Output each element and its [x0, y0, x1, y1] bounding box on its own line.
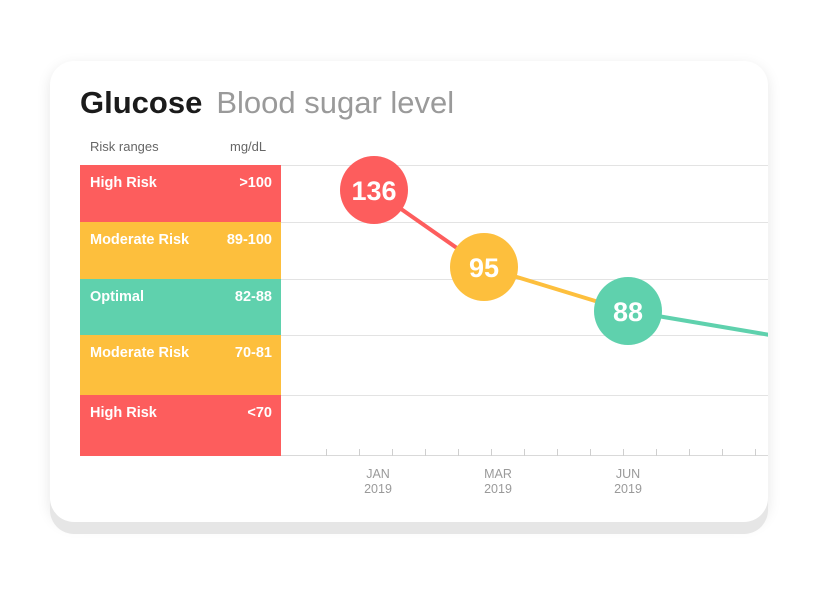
risk-band-row: Optimal 82-88	[80, 279, 281, 335]
data-point-marker	[594, 277, 662, 345]
data-point-label: 95	[469, 253, 499, 283]
x-tick-label-month: JUN	[616, 467, 640, 481]
data-point-marker	[340, 156, 408, 224]
x-tick-label-year: 2019	[614, 482, 642, 496]
glucose-card: Glucose Blood sugar level Risk ranges mg/…	[50, 61, 768, 522]
risk-band-range: >100	[239, 175, 272, 191]
risk-band-row: Moderate Risk 89-100	[80, 222, 281, 279]
x-tick-label-year: 2019	[484, 482, 512, 496]
card-title: Glucose Blood sugar level	[80, 85, 454, 121]
risk-band-label: Moderate Risk	[90, 345, 190, 361]
risk-band-row: High Risk <70	[80, 395, 281, 456]
risk-band-range: <70	[247, 405, 272, 421]
risk-band-label: High Risk	[90, 175, 157, 191]
risk-ranges-header: Risk ranges	[90, 139, 159, 154]
chart-subtitle: Blood sugar level	[216, 85, 455, 120]
risk-band-range: 70-81	[234, 345, 272, 361]
risk-band-label: Optimal	[90, 289, 144, 305]
data-point-label: 136	[351, 176, 396, 206]
risk-band-range: 89-100	[226, 232, 272, 248]
risk-band-label: High Risk	[90, 405, 157, 421]
data-point-label: 88	[613, 297, 643, 327]
x-tick-label-year: 2019	[364, 482, 392, 496]
x-tick-label-month: MAR	[484, 467, 512, 481]
x-tick-label-month: JAN	[366, 467, 390, 481]
risk-band-range: 82-88	[234, 289, 272, 305]
data-point-marker	[450, 233, 518, 301]
risk-band-row: Moderate Risk 70-81	[80, 335, 281, 395]
unit-header: mg/dL	[230, 139, 267, 154]
chart-title: Glucose	[80, 85, 203, 120]
risk-band-label: Moderate Risk	[90, 232, 190, 248]
risk-band-row: High Risk >100	[80, 165, 281, 222]
